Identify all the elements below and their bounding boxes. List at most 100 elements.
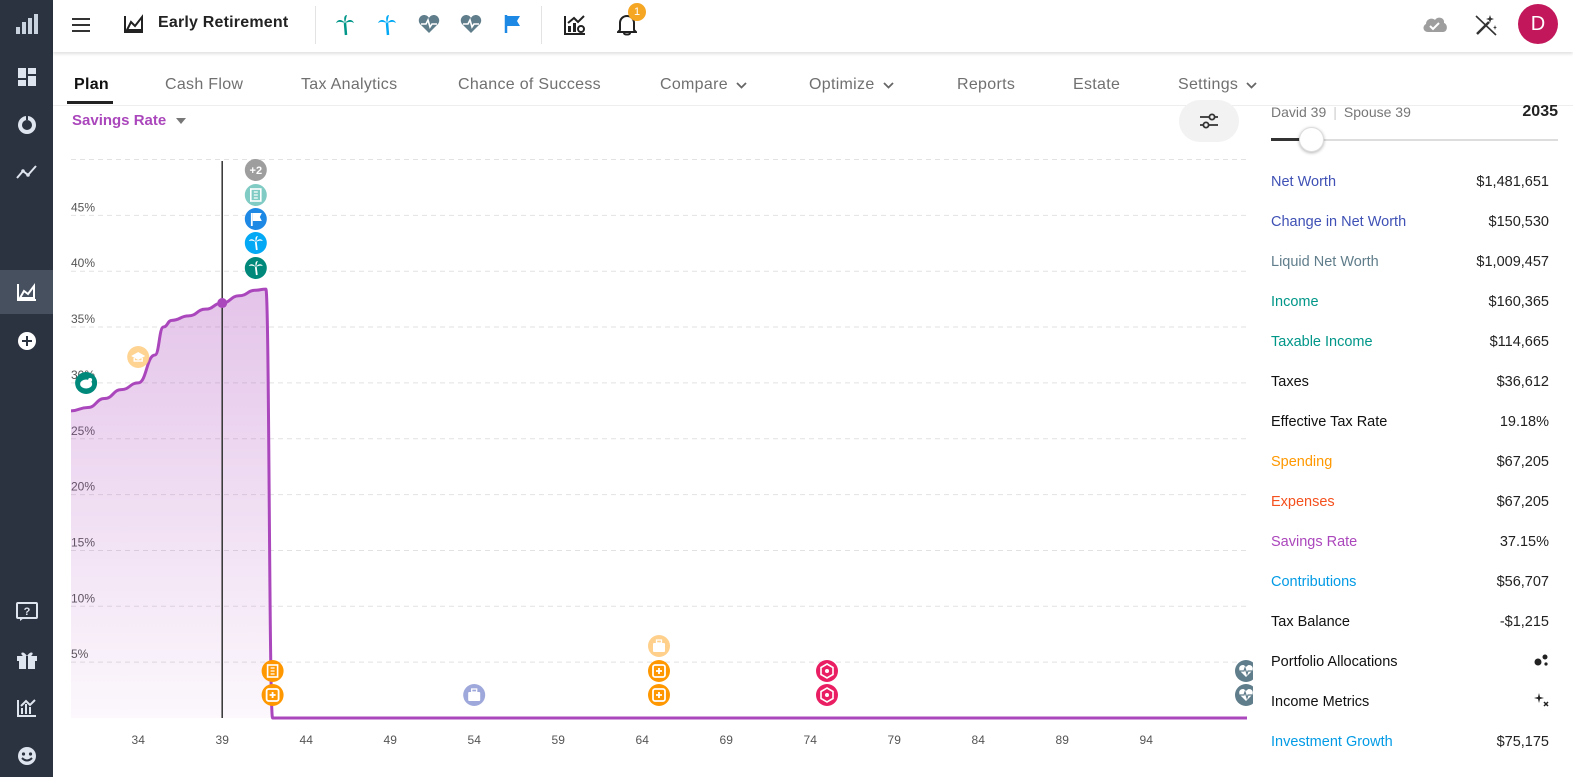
heartbeat-event-icon[interactable]	[1235, 684, 1253, 706]
x-tick-label: 54	[468, 733, 482, 747]
help-icon[interactable]: ?	[0, 590, 53, 634]
metric-row-net-worth[interactable]: Net Worth $1,481,651	[1271, 171, 1549, 193]
caret-down-icon	[176, 117, 187, 124]
add-circle-icon[interactable]	[0, 319, 53, 363]
metric-row-expenses[interactable]: Expenses $67,205	[1271, 491, 1549, 513]
tab-reports[interactable]: Reports	[957, 76, 1016, 93]
metric-row-liquid-net-worth[interactable]: Liquid Net Worth $1,009,457	[1271, 251, 1549, 273]
chevron-down-icon	[736, 81, 747, 89]
hexagon-event-icon[interactable]	[816, 684, 838, 706]
tab-cash-flow[interactable]: Cash Flow	[165, 76, 244, 93]
notification-badge: 1	[628, 3, 646, 21]
metric-label: Tax Balance	[1271, 614, 1350, 630]
savings-rate-chart[interactable]: 5%10%15%20%25%30%35%40%45% 3439444954596…	[53, 106, 1253, 771]
heartbeat-event-icon[interactable]	[1235, 660, 1253, 682]
tab-chance-of-success[interactable]: Chance of Success	[458, 76, 601, 93]
metric-row-effective-tax-rate[interactable]: Effective Tax Rate 19.18%	[1271, 411, 1549, 433]
dashboard-icon[interactable]	[0, 55, 53, 99]
briefcase-event-icon[interactable]	[463, 684, 486, 706]
sparkle-icon[interactable]	[1533, 692, 1549, 712]
hexagon-event-icon[interactable]	[816, 660, 838, 682]
palm-tree-blue-event-icon[interactable]	[244, 232, 267, 254]
smile-icon[interactable]	[0, 734, 53, 778]
plan-title[interactable]: Early Retirement	[158, 14, 289, 31]
scatter-dots-icon[interactable]	[1533, 653, 1549, 671]
tab-estate[interactable]: Estate	[1073, 76, 1121, 93]
tab-settings[interactable]: Settings	[1178, 76, 1257, 94]
x-tick-label: 69	[720, 733, 734, 747]
user-avatar[interactable]: D	[1518, 4, 1558, 44]
palm-tree-blue-icon[interactable]	[375, 12, 399, 38]
series-line	[70, 287, 1247, 720]
metric-row-income-metrics[interactable]: Income Metrics	[1271, 691, 1549, 713]
flag-icon[interactable]	[501, 12, 525, 36]
tab-tax-analytics[interactable]: Tax Analytics	[301, 76, 398, 93]
analytics-icon[interactable]	[0, 686, 53, 730]
metric-row-income[interactable]: Income $160,365	[1271, 291, 1549, 313]
metric-label: Savings Rate	[1271, 534, 1358, 550]
area-chart-icon[interactable]	[0, 270, 53, 314]
piggy-bank-event-icon[interactable]	[75, 372, 98, 394]
metric-row-taxes[interactable]: Taxes $36,612	[1271, 371, 1549, 393]
metric-row-spending[interactable]: Spending $67,205	[1271, 451, 1549, 473]
magic-wand-icon[interactable]	[1473, 12, 1499, 38]
metric-value: $160,365	[1488, 294, 1549, 310]
more-events-label: +2	[250, 165, 263, 177]
metric-selector[interactable]: Savings Rate	[72, 112, 187, 129]
medical-event-icon[interactable]	[648, 684, 670, 706]
flag-event-icon[interactable]	[244, 208, 267, 230]
year-slider-track[interactable]	[1271, 139, 1558, 141]
bar-chart-logo-icon[interactable]	[0, 2, 53, 46]
metric-row-taxable-income[interactable]: Taxable Income $114,665	[1271, 331, 1549, 353]
donut-chart-icon[interactable]	[0, 103, 53, 147]
home-event-icon[interactable]	[261, 660, 284, 682]
heartbeat-icon[interactable]	[416, 12, 442, 36]
menu-icon[interactable]	[67, 13, 95, 37]
cloud-sync-icon[interactable]	[1421, 12, 1449, 36]
metric-row-investment-growth[interactable]: Investment Growth $75,175	[1271, 731, 1549, 753]
metric-row-tax-balance[interactable]: Tax Balance -$1,215	[1271, 611, 1549, 633]
divider	[315, 6, 316, 44]
year-slider-thumb[interactable]	[1299, 127, 1324, 152]
top-bar: Early Retirement 1 D	[53, 0, 1573, 52]
medical-event-icon[interactable]	[261, 684, 284, 706]
metric-selector-label: Savings Rate	[72, 112, 167, 129]
palm-tree-green-icon[interactable]	[333, 12, 357, 38]
gift-icon[interactable]	[0, 638, 53, 682]
metric-row-contributions[interactable]: Contributions $56,707	[1271, 571, 1549, 593]
metric-value: $67,205	[1496, 454, 1549, 470]
trend-icon[interactable]	[0, 150, 53, 194]
heartbeat-icon[interactable]	[458, 12, 484, 36]
chart-settings-icon[interactable]	[562, 12, 588, 38]
x-tick-label: 64	[636, 733, 650, 747]
palm-tree-green-event-icon[interactable]	[244, 257, 267, 279]
tab-optimize[interactable]: Optimize	[809, 76, 894, 94]
primary-age: David 39	[1271, 104, 1327, 120]
age-separator: |	[1333, 104, 1337, 120]
y-tick-label: 35%	[71, 312, 95, 326]
medical-event-icon[interactable]	[648, 660, 670, 682]
tab-bar: Plan Cash Flow Tax Analytics Chance of S…	[53, 52, 1573, 106]
spouse-age: Spouse 39	[1343, 104, 1411, 120]
more-events-badge[interactable]: +2	[244, 159, 267, 181]
selected-year: 2035	[1522, 103, 1558, 120]
metric-label: Expenses	[1271, 494, 1335, 510]
series-area	[71, 289, 1247, 718]
metric-value: $114,665	[1489, 334, 1549, 350]
graduation-cap-event-icon[interactable]	[127, 346, 150, 368]
metric-label: Contributions	[1271, 574, 1357, 590]
metric-row-portfolio-allocations[interactable]: Portfolio Allocations	[1271, 651, 1549, 673]
metric-label: Effective Tax Rate	[1271, 414, 1388, 430]
tab-compare[interactable]: Compare	[660, 76, 747, 94]
briefcase-event-icon[interactable]	[648, 635, 670, 657]
bell-icon[interactable]	[614, 12, 640, 38]
metric-value: $36,612	[1496, 374, 1549, 390]
age-display: David 39 | Spouse 39	[1271, 104, 1411, 120]
building-event-icon[interactable]	[244, 184, 267, 206]
chart-filter-button[interactable]	[1179, 100, 1239, 142]
tab-plan[interactable]: Plan	[74, 76, 109, 93]
metric-label: Net Worth	[1271, 174, 1337, 190]
x-tick-label: 94	[1140, 733, 1154, 747]
metric-row-savings-rate[interactable]: Savings Rate 37.15%	[1271, 531, 1549, 553]
metric-row-change-in-net-worth[interactable]: Change in Net Worth $150,530	[1271, 211, 1549, 233]
